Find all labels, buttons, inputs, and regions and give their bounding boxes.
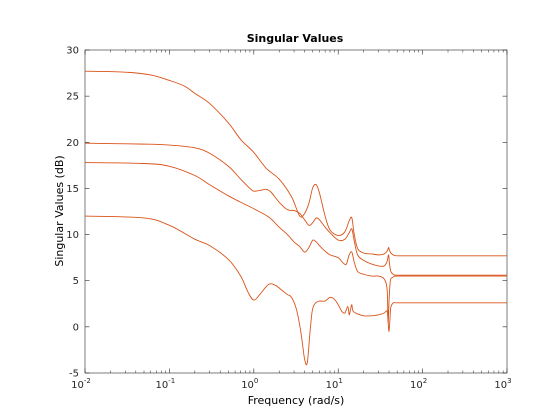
singular-value-line-1	[84, 70, 507, 257]
y-tick-label: 15	[66, 184, 79, 195]
y-tick-label: 25	[66, 92, 79, 103]
y-tick-label: -5	[69, 369, 79, 380]
y-tick-label: 30	[66, 46, 79, 57]
x-tick-label: 10-2	[71, 377, 91, 391]
y-tick-labels: -5 0 5 10 15 20 25 30	[66, 46, 79, 380]
y-axis-label: Singular Values (dB)	[53, 155, 66, 266]
series-lines	[84, 70, 507, 366]
x-tick-label: 103	[494, 377, 511, 391]
x-tick-label: 101	[326, 377, 343, 391]
singular-value-line-4	[84, 215, 507, 366]
y-tick-label: 0	[73, 322, 79, 333]
axis-ticks	[84, 49, 508, 374]
y-tick-label: 10	[66, 230, 79, 241]
x-tick-labels: 10-2 10-1 100 101 102 103	[71, 377, 511, 391]
singular-value-line-2	[84, 142, 507, 276]
singular-value-line-3	[84, 162, 507, 323]
x-axis-label: Frequency (rad/s)	[248, 394, 345, 407]
chart-title: Singular Values	[247, 32, 344, 45]
y-tick-label: 20	[66, 138, 79, 149]
x-tick-label: 10-1	[156, 377, 176, 391]
x-tick-label: 100	[241, 377, 258, 391]
x-tick-label: 102	[410, 377, 427, 391]
y-tick-label: 5	[73, 276, 79, 287]
